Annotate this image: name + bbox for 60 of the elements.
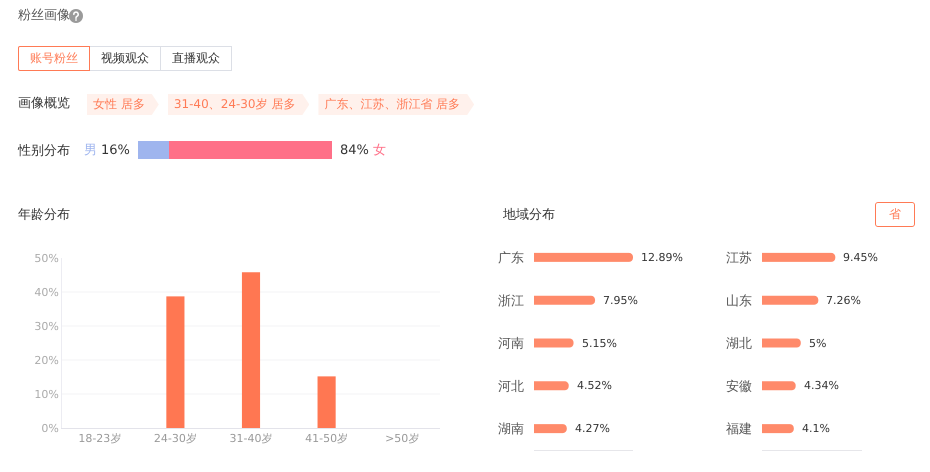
x-tick-label: 24-30岁 xyxy=(154,432,197,446)
bar xyxy=(534,424,567,434)
y-tick-label: 福建 xyxy=(726,422,752,438)
y-tick-label: 浙江 xyxy=(498,294,524,309)
y-tick-label: 40% xyxy=(34,286,59,299)
bar xyxy=(534,381,569,390)
text: 女 xyxy=(373,143,386,158)
data-label: 5% xyxy=(809,337,826,350)
y-tick-label: 湖北 xyxy=(726,336,752,352)
bar xyxy=(762,338,801,348)
x-tick-label: 18-23岁 xyxy=(78,432,122,446)
y-tick-label: 河北 xyxy=(498,379,524,394)
bar xyxy=(534,296,596,305)
data-label: 4.1% xyxy=(802,422,830,435)
tag-label: 31-40、24-30岁 居多 xyxy=(168,94,310,115)
x-tick-label: 41-50岁 xyxy=(305,432,348,446)
tab-button: 视频观众 xyxy=(89,46,161,71)
data-label: 4.52% xyxy=(577,379,612,392)
bar xyxy=(242,272,260,428)
x-tick-label: >50岁 xyxy=(385,432,420,446)
tag-label: 女性 居多 xyxy=(87,94,159,115)
toggle-button: 省 xyxy=(875,202,915,227)
y-tick-label: 10% xyxy=(34,388,59,401)
text: 男 xyxy=(84,143,97,158)
data-label: 12.89% xyxy=(641,251,683,264)
text: 粉丝画像 xyxy=(18,7,70,25)
y-tick-label: 0% xyxy=(41,422,59,435)
y-tick-label: 江苏 xyxy=(726,250,752,266)
bar xyxy=(534,338,574,348)
y-tick-label: 广东 xyxy=(498,250,524,266)
tab-button: 账号粉丝 xyxy=(18,46,90,71)
y-tick-label: 山东 xyxy=(726,294,752,309)
tab-button: 直播观众 xyxy=(160,46,232,71)
bar xyxy=(318,376,336,428)
y-tick-label: 河南 xyxy=(498,336,524,352)
y-tick-label: 安徽 xyxy=(726,378,752,394)
chart-title: 地域分布 xyxy=(502,208,555,223)
bar xyxy=(762,252,836,262)
data-label: 5.15% xyxy=(582,337,617,350)
y-tick-label: 30% xyxy=(34,320,59,333)
bar xyxy=(762,296,818,305)
text: 画像概览 xyxy=(18,95,70,113)
bar xyxy=(166,296,184,428)
y-tick-label: 20% xyxy=(34,354,59,367)
data-label: 84% xyxy=(340,143,369,158)
tag-label: 广东、江苏、浙江省 居多 xyxy=(318,94,474,115)
data-label: 16% xyxy=(101,143,130,158)
data-label: 7.26% xyxy=(826,294,861,307)
x-tick-label: 31-40岁 xyxy=(230,432,272,446)
bar xyxy=(534,252,633,262)
data-label: 4.34% xyxy=(804,379,839,392)
bar xyxy=(762,424,794,434)
y-tick-label: 湖南 xyxy=(498,422,524,438)
chart-title: 年龄分布 xyxy=(18,208,70,223)
chart-title: 性别分布 xyxy=(17,144,70,159)
data-label: 9.45% xyxy=(843,251,878,264)
data-label: 7.95% xyxy=(603,294,638,307)
data-label: 4.27% xyxy=(575,422,610,435)
y-tick-label: 50% xyxy=(34,252,59,265)
bar xyxy=(762,381,796,390)
